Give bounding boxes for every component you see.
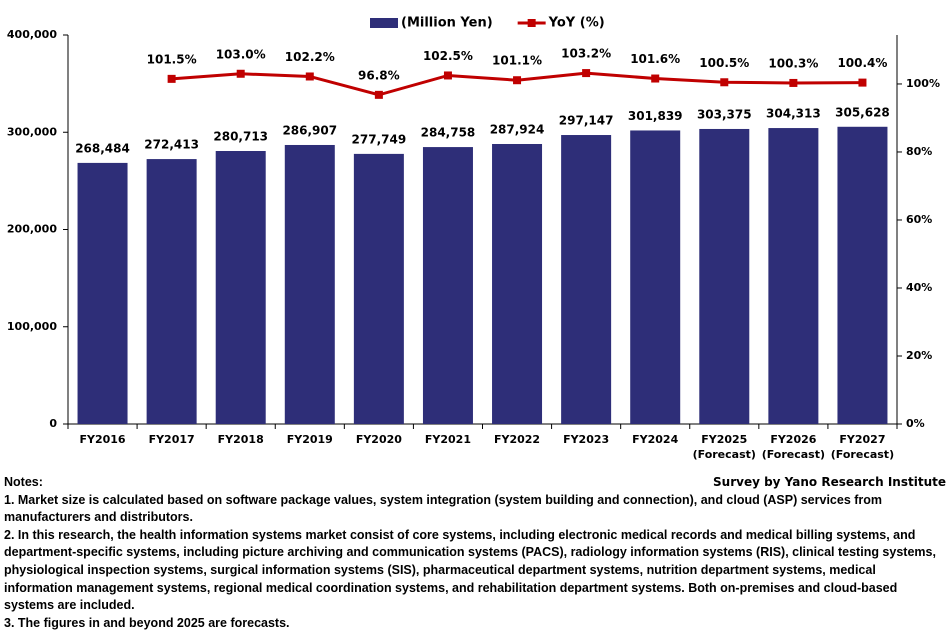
line-value-label: 100.3% (768, 56, 818, 70)
line-value-label: 100.4% (837, 56, 887, 70)
y-tick-label: 200,000 (7, 223, 57, 236)
bar (630, 130, 681, 424)
bar-value-label: 304,313 (766, 107, 821, 121)
line-marker (858, 78, 867, 87)
x-tick-label: FY2018 (217, 433, 264, 446)
line-marker (720, 78, 729, 87)
y-tick-label: 0 (49, 417, 57, 430)
source: Survey by Yano Research Institute (713, 475, 946, 489)
bar-value-label: 268,484 (75, 141, 130, 155)
bar-value-label: 286,907 (282, 123, 337, 137)
x-tick-label: FY2016 (79, 433, 126, 446)
bar-value-label: 280,713 (213, 130, 268, 144)
y-tick-label: 400,000 (7, 28, 57, 41)
y-tick-label: 100,000 (7, 320, 57, 333)
bar (768, 128, 819, 424)
x-tick-label: FY2017 (148, 433, 195, 446)
x-tick-label: FY2027 (Forecast) (830, 433, 895, 461)
line-marker (236, 69, 245, 78)
line-marker (582, 69, 591, 78)
bar-value-label: 277,749 (352, 132, 407, 146)
bar (422, 147, 473, 424)
x-tick-label: FY2025 (Forecast) (692, 433, 756, 461)
note: 3. The figures in and beyond 2025 are fo… (4, 615, 290, 630)
note: 1. Market size is calculated based on so… (4, 492, 883, 525)
line-value-label: 101.5% (147, 52, 197, 66)
notes-title: Notes: (4, 475, 43, 489)
y2-tick-label: 60% (906, 213, 932, 226)
bar-value-label: 287,924 (490, 122, 545, 136)
legend-label: (Million Yen) (401, 16, 493, 31)
bar (77, 162, 128, 425)
bar (837, 126, 888, 425)
x-tick-label: FY2023 (563, 433, 610, 446)
line-value-label: 96.8% (358, 68, 400, 82)
line-marker (789, 78, 798, 87)
legend-label: YoY (%) (548, 16, 605, 31)
x-tick-label: FY2026 (Forecast) (761, 433, 826, 461)
line-marker (374, 90, 383, 99)
note: 2. In this research, the health informat… (4, 527, 936, 613)
y2-tick-label: 40% (906, 281, 932, 294)
line-value-label: 103.2% (561, 47, 611, 61)
bar (699, 128, 750, 424)
chart: 0 100,000 200,000 300,000 400,000 0% 20% 40% 60%… (7, 16, 940, 431)
line-value-label: 102.2% (285, 50, 335, 64)
line-value-label: 102.5% (423, 49, 473, 63)
bar (492, 143, 543, 425)
line-marker (305, 72, 314, 81)
y-tick-label: 300,000 (7, 125, 57, 138)
x-tick-label: FY2019 (286, 433, 333, 446)
x-tick-label: FY2022 (493, 433, 541, 446)
bar (561, 135, 612, 424)
line-value-label: 103.0% (216, 47, 266, 61)
bar-value-label: 305,628 (835, 105, 890, 119)
line-marker (651, 74, 660, 83)
x-tick-label: FY2020 (355, 433, 402, 446)
line-marker (513, 76, 522, 85)
line-value-label: 100.5% (699, 56, 749, 70)
legend-swatch (370, 18, 398, 28)
bar-value-label: 284,758 (421, 126, 476, 140)
legend-swatch (527, 19, 536, 27)
bar (284, 144, 335, 424)
bar-value-label: 303,375 (697, 107, 752, 121)
line-value-label: 101.6% (630, 52, 680, 66)
y2-tick-label: 100% (906, 77, 940, 90)
x-tick-label: FY2024 (632, 433, 679, 446)
bar-value-label: 272,413 (144, 138, 199, 152)
line-value-label: 101.1% (492, 54, 542, 68)
y2-tick-label: 0% (906, 417, 925, 430)
bar (353, 153, 404, 424)
line-marker (167, 74, 176, 83)
bar (215, 151, 266, 425)
y2-tick-label: 20% (906, 349, 932, 362)
notes: Notes: 1. Market size is calculated base… (4, 474, 944, 632)
bar-value-label: 301,839 (628, 109, 683, 123)
line-marker (443, 71, 452, 80)
bar (146, 159, 197, 424)
bar-value-label: 297,147 (559, 114, 614, 128)
x-tick-label: FY2021 (424, 433, 471, 446)
y2-tick-label: 80% (906, 145, 932, 158)
